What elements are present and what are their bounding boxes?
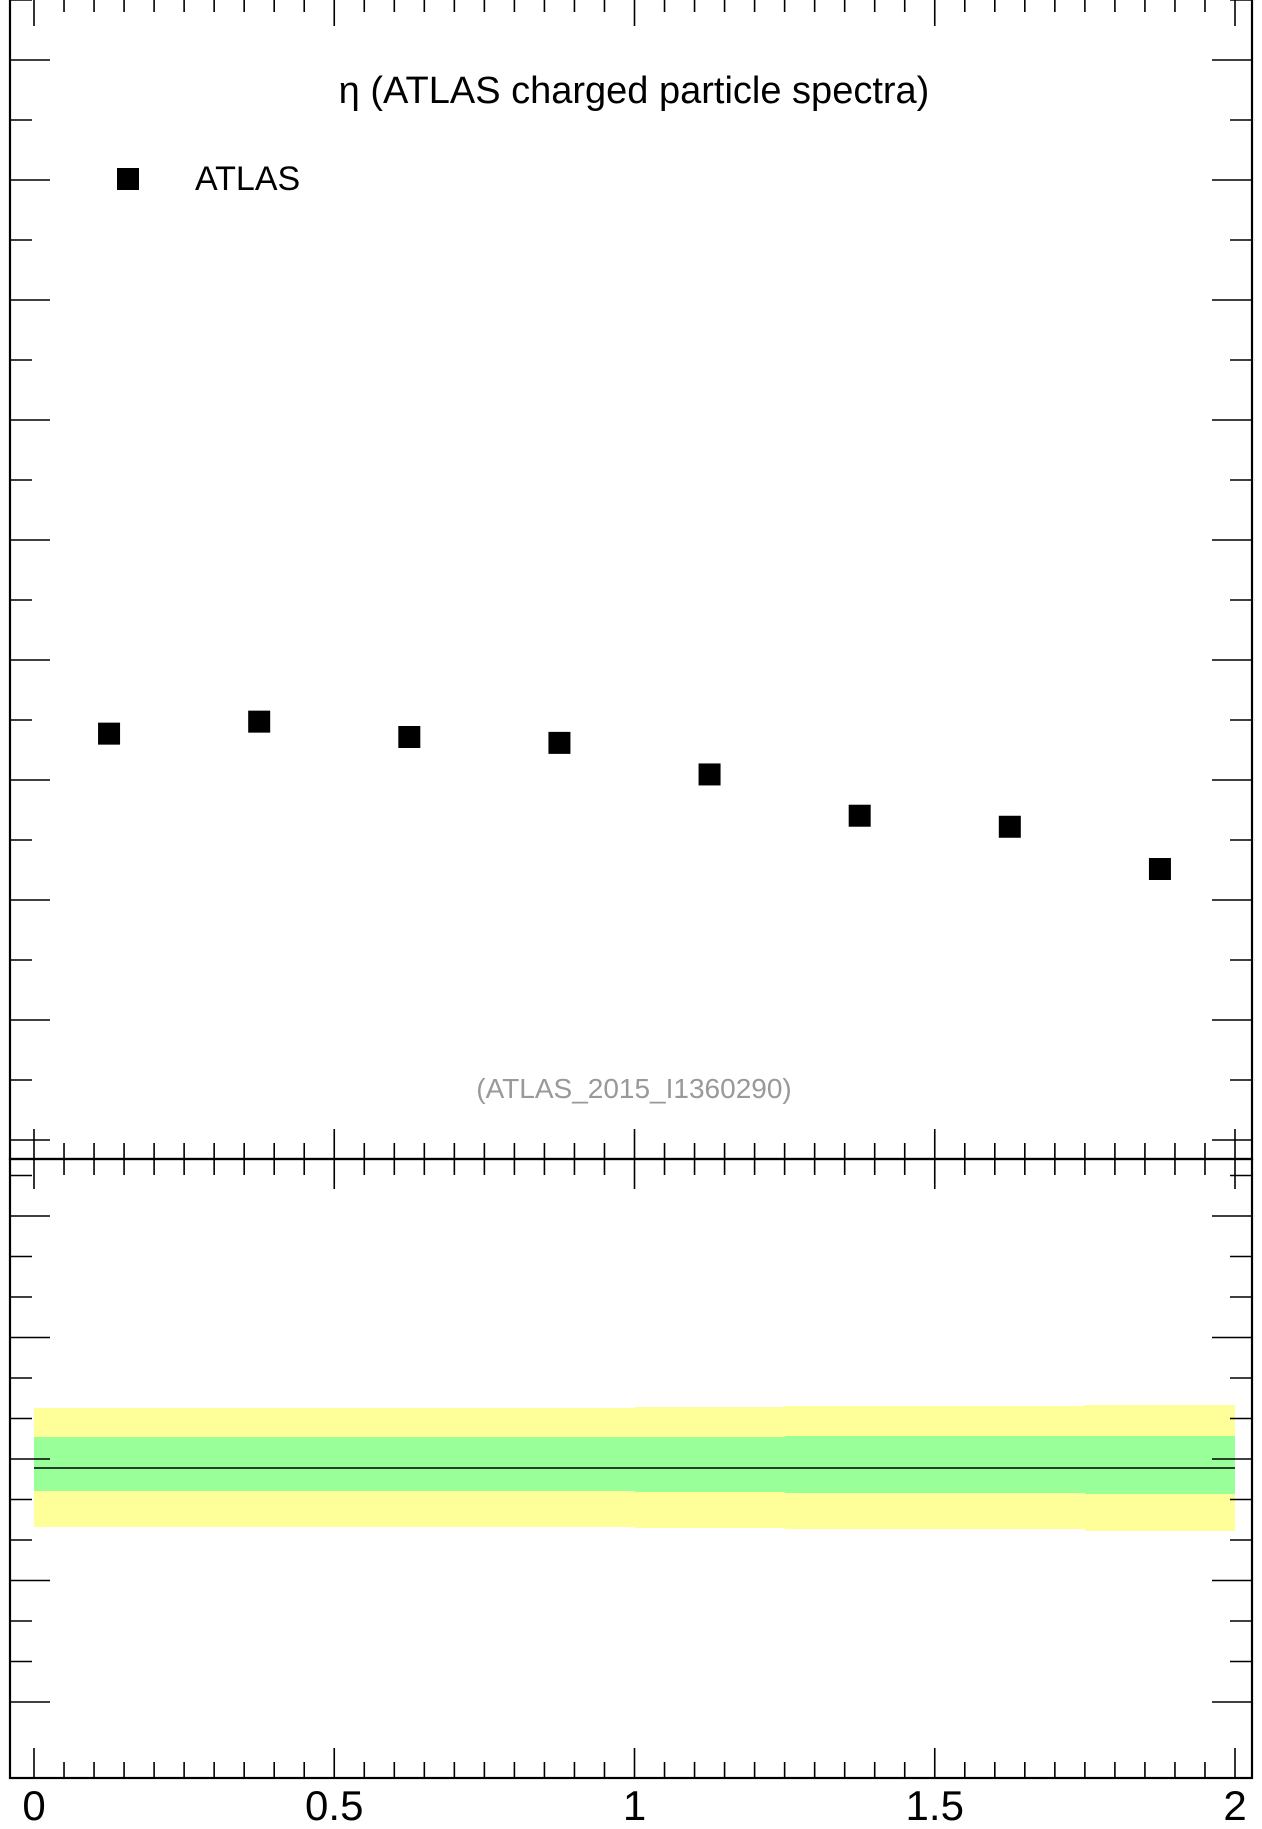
main-panel: η (ATLAS charged particle spectra) ATLAS… [8, 0, 1254, 1161]
x-tick-label: 1.5 [906, 1782, 964, 1829]
x-tick-label: 2 [1223, 1782, 1246, 1829]
legend-label-atlas: ATLAS [195, 160, 300, 198]
data-point [398, 726, 421, 748]
ratio-panel-frame [8, 1157, 1254, 1780]
ratio-x-tick-labels: 0 0.5 1 1.5 2 [22, 1782, 1246, 1829]
data-point [698, 763, 721, 786]
main-data-points [98, 710, 1171, 880]
x-tick-label: 1 [623, 1782, 646, 1829]
chart-title: η (ATLAS charged particle spectra) [339, 70, 930, 112]
ratio-axis-ticks [10, 1159, 1252, 1778]
statistical-uncertainty-band [34, 1436, 1235, 1494]
x-tick-label: 0 [22, 1782, 45, 1829]
data-point [98, 722, 121, 745]
analysis-annotation: (ATLAS_2015_I1360290) [476, 1073, 792, 1104]
data-point [998, 815, 1021, 838]
data-point [548, 731, 571, 754]
data-point [248, 710, 271, 733]
legend-marker-atlas [117, 168, 139, 190]
main-axis-ticks [10, 0, 1252, 1159]
ratio-panel: 0 0.5 1 1.5 2 [8, 1157, 1254, 1829]
data-point [1148, 858, 1171, 880]
data-point [848, 804, 871, 827]
x-tick-label: 0.5 [305, 1782, 363, 1829]
